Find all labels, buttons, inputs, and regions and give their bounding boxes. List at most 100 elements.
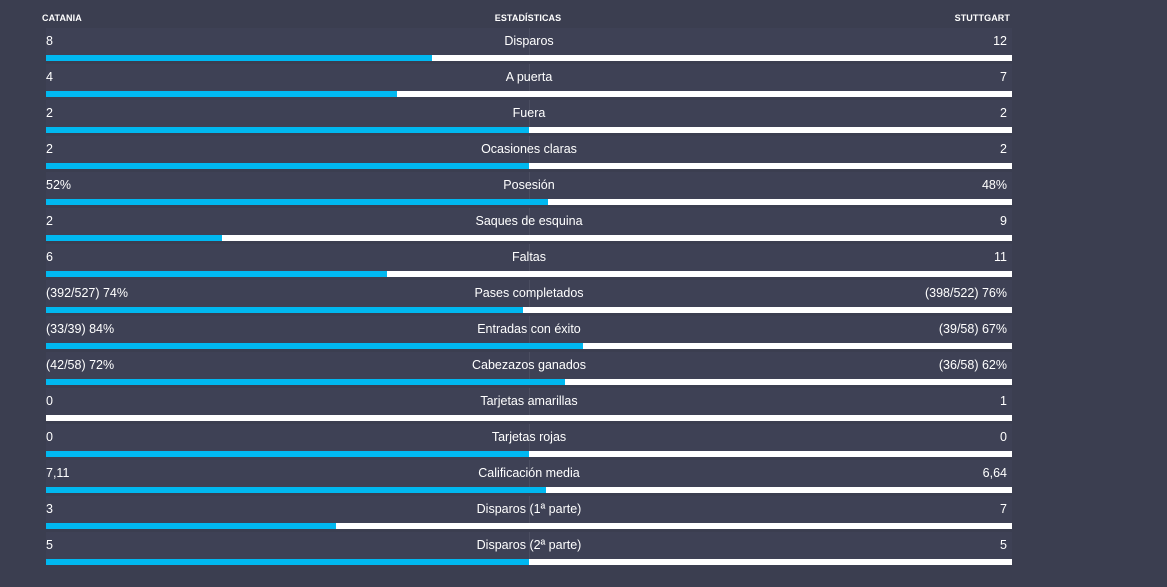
away-stat-value: 6,64 [982,466,1007,480]
match-stats-panel: CATANIA ESTADÍSTICAS STUTTGART 8 Disparos… [0,13,1013,568]
home-share-fill [46,55,432,61]
stat-row: (33/39) 84% Entradas con éxito (39/58) 67% [0,316,1013,352]
home-stat-value: 2 [46,142,53,156]
stat-label: Posesión [503,178,555,192]
home-share-fill [46,127,529,133]
home-share-fill [46,307,523,313]
stat-row: 7,11 Calificación media 6,64 [0,460,1013,496]
stat-label: Ocasiones claras [481,142,577,156]
center-divider [529,280,530,307]
stat-label: Faltas [511,250,547,264]
stat-label: Disparos (1ª parte) [476,502,582,516]
home-stat-value: 52% [46,178,72,192]
stat-label: A puerta [505,70,553,84]
stat-label: Pases completados [474,286,584,300]
center-divider [529,172,530,199]
home-stat-value: (33/39) 84% [46,322,115,336]
stat-label: Tarjetas rojas [491,430,567,444]
stats-header: CATANIA ESTADÍSTICAS STUTTGART [0,13,1013,27]
center-divider [529,424,530,451]
home-share-fill [46,163,529,169]
home-stat-value: 0 [46,430,53,444]
center-divider [529,136,530,163]
comparison-bar [46,127,1012,133]
stat-label: Fuera [512,106,546,120]
comparison-bar [46,451,1012,457]
home-share-fill [46,91,397,97]
away-stat-value: 7 [1000,70,1007,84]
home-stat-value: (392/527) 74% [46,286,129,300]
home-share-fill [46,199,548,205]
home-stat-value: (42/58) 72% [46,358,115,372]
home-share-fill [46,379,565,385]
center-divider [529,496,530,523]
away-stat-value: 2 [1000,142,1007,156]
stat-row: (392/527) 74% Pases completados (398/522) … [0,280,1013,316]
home-share-fill [46,271,387,277]
stat-row: 52% Posesión 48% [0,172,1013,208]
home-share-fill [46,559,529,565]
comparison-bar [46,523,1012,529]
stat-row: 2 Saques de esquina 9 [0,208,1013,244]
away-stat-value: 48% [981,178,1007,192]
stat-row: 5 Disparos (2ª parte) 5 [0,532,1013,568]
home-stat-value: 5 [46,538,53,552]
home-share-fill [46,235,222,241]
away-stat-value: (398/522) 76% [924,286,1007,300]
stat-row: (42/58) 72% Cabezazos ganados (36/58) 62% [0,352,1013,388]
home-stat-value: 3 [46,502,53,516]
home-stat-value: 2 [46,106,53,120]
stat-label: Cabezazos ganados [472,358,586,372]
comparison-bar [46,559,1012,565]
empty-area [1013,0,1167,587]
stat-label: Disparos (2ª parte) [476,538,582,552]
comparison-bar [46,379,1012,385]
home-stat-value: 2 [46,214,53,228]
comparison-bar [46,415,1012,421]
away-stat-value: 2 [1000,106,1007,120]
stat-label: Tarjetas amarillas [480,394,578,408]
center-divider [529,28,530,55]
center-divider [529,208,530,235]
comparison-bar [46,55,1012,61]
comparison-bar [46,235,1012,241]
away-stat-value: (36/58) 62% [938,358,1007,372]
center-divider [529,244,530,271]
home-share-fill [46,487,546,493]
stat-row: 2 Ocasiones claras 2 [0,136,1013,172]
center-divider [529,352,530,379]
home-stat-value: 8 [46,34,53,48]
comparison-bar [46,91,1012,97]
away-stat-value: 7 [1000,502,1007,516]
stat-row: 2 Fuera 2 [0,100,1013,136]
away-team-name: STUTTGART [954,13,1010,23]
stat-label: Saques de esquina [475,214,583,228]
comparison-bar [46,199,1012,205]
home-share-fill [46,343,583,349]
center-divider [529,460,530,487]
home-stat-value: 7,11 [46,466,70,480]
away-stat-value: 11 [994,250,1007,264]
stat-label: Entradas con éxito [477,322,581,336]
stats-title: ESTADÍSTICAS [494,13,562,23]
stat-label: Calificación media [478,466,580,480]
away-stat-value: 9 [1000,214,1007,228]
home-stat-value: 6 [46,250,53,264]
stat-label: Disparos [504,34,554,48]
stats-list: 8 Disparos 12 4 A puerta 7 2 Fuera 2 2 Ocasiones c… [0,28,1013,568]
center-divider [529,100,530,127]
comparison-bar [46,271,1012,277]
stat-row: 6 Faltas 11 [0,244,1013,280]
center-divider [529,388,530,415]
stat-row: 0 Tarjetas amarillas 1 [0,388,1013,424]
comparison-bar [46,487,1012,493]
comparison-bar [46,307,1012,313]
center-divider [529,64,530,91]
stat-row: 3 Disparos (1ª parte) 7 [0,496,1013,532]
home-stat-value: 0 [46,394,53,408]
away-stat-value: (39/58) 67% [938,322,1007,336]
stat-row: 8 Disparos 12 [0,28,1013,64]
away-stat-value: 0 [1000,430,1007,444]
center-divider [529,316,530,343]
center-divider [529,532,530,559]
